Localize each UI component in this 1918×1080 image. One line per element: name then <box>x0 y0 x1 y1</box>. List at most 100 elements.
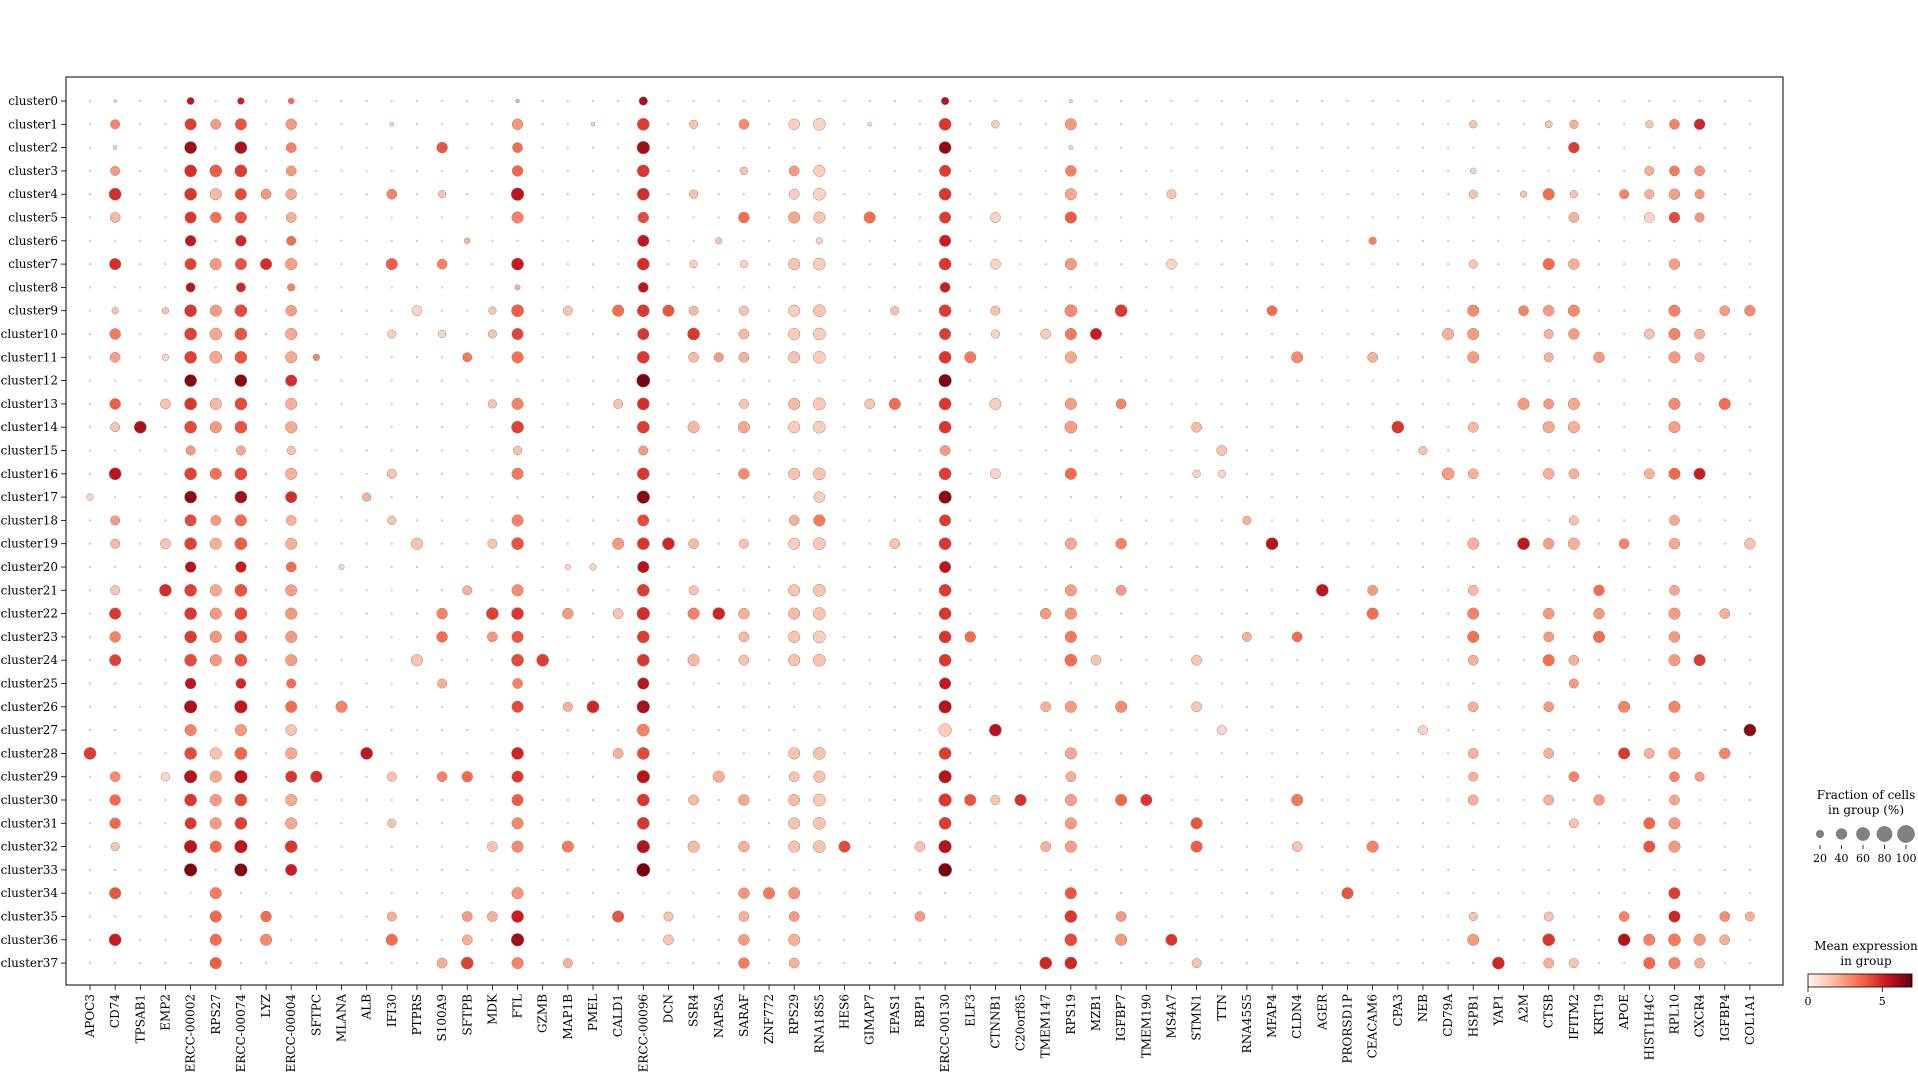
dot-cluster28-PTPRS <box>415 752 419 755</box>
dot-cluster6-CD74 <box>114 239 117 242</box>
dot-cluster10-PTPRS <box>415 332 419 336</box>
dot-cluster6-CXCR4 <box>1698 239 1701 242</box>
dot-cluster9-CTSB <box>1543 305 1555 317</box>
dot-cluster9-EMP2 <box>161 307 170 315</box>
dot-cluster18-MS4A7 <box>1170 519 1173 522</box>
dot-cluster17-CLDN4 <box>1296 496 1299 499</box>
dot-cluster34-HES6 <box>843 892 846 895</box>
y-label-cluster36: cluster36 <box>1 933 58 947</box>
dot-cluster29-SSR4 <box>692 775 695 778</box>
dot-cluster34-DCN <box>667 892 670 895</box>
dot-cluster31-RNA18S5 <box>813 816 826 830</box>
fraction-legend-label-0: 20 <box>1813 852 1827 865</box>
dot-cluster13-STMN1 <box>1195 402 1198 405</box>
dot-cluster32-PMEL <box>591 845 595 848</box>
dot-cluster22-SFTPC <box>315 612 318 615</box>
x-label-YAP1: YAP1 <box>1491 994 1505 1026</box>
dot-cluster12-CEACAM6 <box>1371 379 1374 382</box>
dot-cluster18-PMEL <box>591 519 595 522</box>
dot-cluster32-RNA45S5 <box>1245 845 1248 848</box>
dot-cluster32-CEACAM6 <box>1366 840 1379 853</box>
dot-cluster34-CEACAM6 <box>1371 892 1374 895</box>
dot-cluster36-KRT19 <box>1597 938 1601 941</box>
dot-cluster22-ZNF772 <box>767 612 771 615</box>
dot-cluster9-CPA3 <box>1396 309 1399 312</box>
y-label-cluster20: cluster20 <box>1 560 58 574</box>
dot-cluster16-NEB <box>1421 472 1424 475</box>
dot-cluster7-RBP1 <box>918 263 921 266</box>
dot-cluster15-DCN <box>667 449 670 452</box>
dot-cluster19-MZB1 <box>1094 542 1098 545</box>
dot-cluster2-DCN <box>667 146 670 149</box>
dot-cluster22-RPS29 <box>788 607 801 620</box>
dot-cluster10-SFTPC <box>315 332 318 336</box>
dot-cluster20-IFI30 <box>390 565 393 569</box>
dot-cluster0-GZMB <box>541 99 544 103</box>
dot-cluster16-RPL10 <box>1668 467 1681 480</box>
dot-cluster24-SFTPC <box>315 659 318 662</box>
dot-cluster20-MDK <box>491 565 494 569</box>
dot-cluster33-MS4A7 <box>1170 868 1173 871</box>
dot-cluster31-MFAP4 <box>1271 822 1274 825</box>
x-label-MS4A7: MS4A7 <box>1164 994 1178 1038</box>
dot-cluster26-ERCC-00096 <box>636 700 650 714</box>
dot-cluster30-YAP1 <box>1497 798 1500 802</box>
dot-cluster24-DCN <box>667 659 670 662</box>
dot-cluster36-COL1A1 <box>1748 938 1751 941</box>
dot-cluster36-RNA18S5 <box>818 938 821 941</box>
dot-cluster7-PTPRS <box>415 263 419 266</box>
dot-cluster6-PMEL <box>591 239 595 242</box>
dot-cluster3-HSPB1 <box>1470 167 1477 175</box>
dot-cluster11-S100A9 <box>441 356 444 359</box>
dot-cluster9-SFTPC <box>315 309 318 312</box>
dot-cluster10-MS4A7 <box>1170 332 1173 336</box>
dot-cluster6-ELF3 <box>969 239 972 242</box>
dot-cluster18-PRORSD1P <box>1346 519 1349 522</box>
dot-cluster22-CPA3 <box>1396 612 1399 615</box>
dot-cluster9-ERCC-00074 <box>234 304 248 318</box>
dot-cluster28-PRORSD1P <box>1346 752 1349 755</box>
dot-cluster9-IFITM2 <box>1567 304 1580 317</box>
dot-cluster23-PRORSD1P <box>1346 635 1349 638</box>
dot-cluster10-RPS19 <box>1064 327 1077 341</box>
dot-cluster22-RPS19 <box>1064 607 1077 620</box>
dot-cluster12-IFI30 <box>390 379 393 382</box>
dot-cluster28-HSPB1 <box>1467 748 1479 759</box>
dot-cluster17-AGER <box>1321 496 1324 499</box>
dot-cluster14-RNA18S5 <box>813 420 826 434</box>
dot-cluster22-FTL <box>511 607 524 620</box>
dot-cluster26-ERCC-00130 <box>938 700 952 714</box>
dot-cluster3-ZNF772 <box>767 169 771 172</box>
dot-cluster26-APOE <box>1618 700 1631 713</box>
dot-cluster15-TMEM190 <box>1145 449 1148 452</box>
dot-cluster21-EMP2 <box>159 583 172 597</box>
dot-cluster15-CALD1 <box>617 449 620 452</box>
dot-cluster19-SFTPB <box>466 542 469 545</box>
dot-cluster25-RPS27 <box>214 682 217 685</box>
dot-cluster30-IFITM2 <box>1572 798 1575 802</box>
dot-cluster33-ERCC-00130 <box>938 862 953 877</box>
dot-cluster31-MDK <box>491 822 494 825</box>
dot-cluster36-SFTPB <box>461 934 473 946</box>
dot-cluster26-IGFBP7 <box>1115 700 1128 713</box>
dot-cluster32-HES6 <box>838 840 851 853</box>
dot-cluster25-S100A9 <box>437 678 448 689</box>
dot-cluster6-MZB1 <box>1094 239 1098 242</box>
dot-cluster31-YAP1 <box>1497 822 1500 825</box>
dot-cluster25-CTNNB1 <box>994 682 997 685</box>
dot-cluster22-SSR4 <box>687 607 700 620</box>
dot-cluster5-RPS19 <box>1064 211 1077 224</box>
dot-cluster16-COL1A1 <box>1748 472 1751 475</box>
dot-cluster8-TTN <box>1220 286 1223 289</box>
dot-cluster13-EPAS1 <box>888 397 901 410</box>
dot-cluster12-NAPSA <box>717 379 720 382</box>
dot-cluster5-ERCC-00130 <box>939 211 952 224</box>
dot-cluster15-MAP1B <box>566 449 569 452</box>
dot-cluster4-MS4A7 <box>1166 189 1177 200</box>
dot-cluster26-RNA18S5 <box>818 705 821 708</box>
dot-cluster20-CALD1 <box>617 565 620 569</box>
dot-cluster15-APOC3 <box>88 449 92 452</box>
y-label-cluster19: cluster19 <box>1 537 58 551</box>
dot-cluster16-RPS29 <box>788 467 801 480</box>
x-label-PRORSD1P: PRORSD1P <box>1341 994 1355 1064</box>
